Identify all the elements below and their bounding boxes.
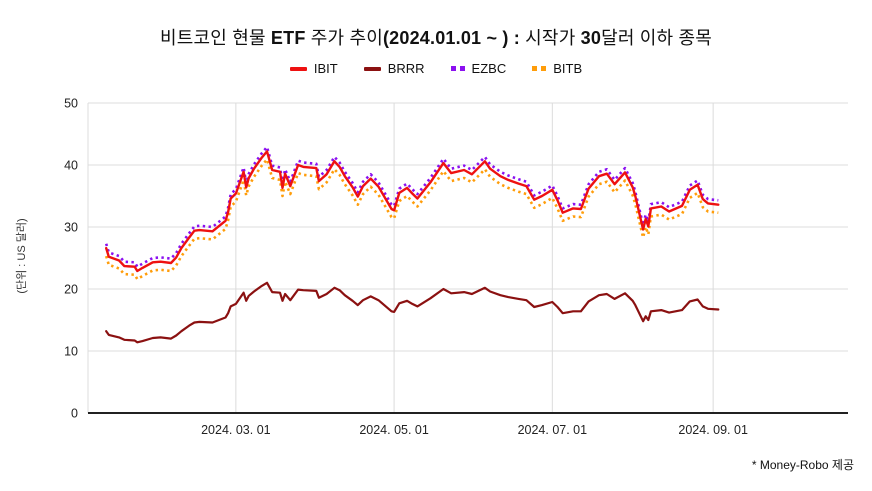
y-tick-label-30: 30	[64, 221, 78, 235]
y-tick-label-50: 50	[64, 97, 78, 111]
chart-title-segment: 달러 이하 종목	[601, 28, 713, 48]
chart-title-segment: 비트코인 현물	[159, 28, 271, 48]
chart-title-segment: 시작가	[525, 28, 581, 48]
x-tick-label-2024-05-01: 2024. 05. 01	[359, 423, 429, 437]
chart-title-segment: 30	[580, 28, 602, 48]
solid-line-swatch-icon	[363, 66, 381, 71]
source-credit: * Money-Robo 제공	[751, 458, 854, 472]
x-tick-label-2024-09-01: 2024. 09. 01	[678, 423, 748, 437]
legend-label: EZBC	[471, 61, 507, 76]
legend-item-brrr: BRRR	[363, 61, 425, 76]
y-tick-label-40: 40	[64, 159, 78, 173]
x-tick-label-2024-03-01: 2024. 03. 01	[201, 423, 271, 437]
legend-item-ezbc: EZBC	[450, 61, 507, 76]
y-axis-unit-label: (단위 : US 달러)	[16, 218, 28, 294]
dotted-line-swatch-icon	[532, 66, 547, 71]
y-tick-label-0: 0	[71, 407, 78, 421]
y-tick-label-20: 20	[64, 283, 78, 297]
solid-line-swatch-icon	[289, 66, 307, 71]
series-line-brrr	[105, 281, 720, 344]
legend-label: BRRR	[387, 61, 425, 76]
chart-title-segment: (2024.01.01 ~ ) :	[382, 28, 526, 48]
x-tick-label-2024-07-01: 2024. 07. 01	[518, 423, 588, 437]
series-line-ibit	[104, 150, 720, 273]
legend-label: BITB	[553, 61, 583, 76]
series-line-bitb	[104, 158, 719, 281]
chart-title: 비트코인 현물 ETF 주가 추이(2024.01.01 ~ ) : 시작가 3…	[0, 24, 872, 50]
dotted-line-swatch-icon	[450, 66, 465, 71]
legend-label: IBIT	[313, 61, 338, 76]
series-line-ezbc	[104, 145, 719, 269]
legend-item-ibit: IBIT	[289, 61, 338, 76]
chart-title-segment: 주가 추이	[305, 28, 383, 48]
y-tick-label-10: 10	[64, 345, 78, 359]
legend-item-bitb: BITB	[532, 61, 582, 76]
chart-title-segment: ETF	[270, 28, 306, 48]
legend: IBIT BRRR EZBC BITB	[0, 61, 872, 76]
